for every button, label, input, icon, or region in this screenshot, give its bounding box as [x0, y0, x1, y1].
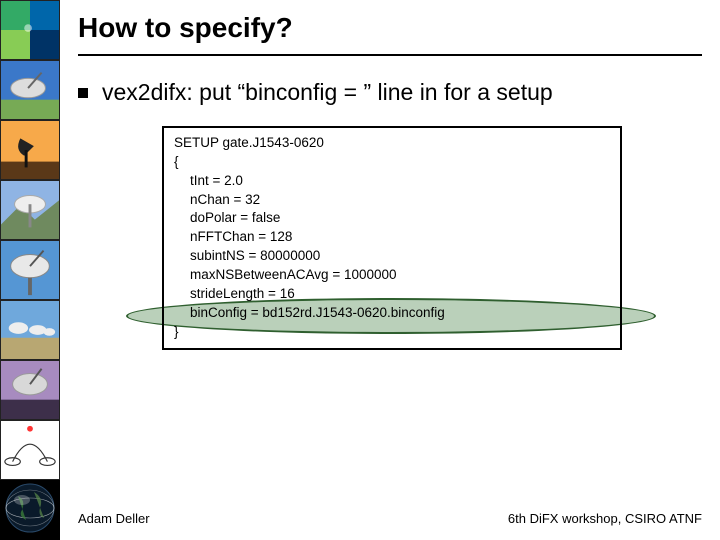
bullet-text: vex2difx: put “binconfig = ” line in for…: [102, 78, 553, 108]
code-line: nFFTChan = 128: [174, 228, 610, 247]
code-line: nChan = 32: [174, 191, 610, 210]
bullet-marker: [78, 88, 88, 98]
thumb-dish-dusk: [0, 360, 60, 420]
thumb-dish-1: [0, 60, 60, 120]
thumb-earth-collage: [0, 0, 60, 60]
code-line: tInt = 2.0: [174, 172, 610, 191]
thumb-dish-sunset: [0, 120, 60, 180]
bullet-item: vex2difx: put “binconfig = ” line in for…: [78, 78, 702, 108]
thumb-dish-mountain: [0, 180, 60, 240]
sidebar-thumbnails: [0, 0, 60, 540]
code-line: maxNSBetweenACAvg = 1000000: [174, 266, 610, 285]
title-underline: [78, 54, 702, 56]
globe-icon: [4, 482, 56, 534]
code-header: SETUP gate.J1543-0620: [174, 134, 610, 153]
thumb-interferometry: [0, 420, 60, 480]
code-line: strideLength = 16: [174, 285, 610, 304]
slide-content: How to specify? vex2difx: put “binconfig…: [78, 12, 702, 522]
footer-event: 6th DiFX workshop, CSIRO ATNF: [508, 511, 702, 526]
code-block: SETUP gate.J1543-0620 { tInt = 2.0 nChan…: [162, 126, 622, 350]
code-brace-close: }: [174, 323, 610, 342]
code-brace-open: {: [174, 153, 610, 172]
code-block-wrap: SETUP gate.J1543-0620 { tInt = 2.0 nChan…: [162, 126, 622, 350]
slide: How to specify? vex2difx: put “binconfig…: [0, 0, 720, 540]
thumb-dish-array: [0, 300, 60, 360]
slide-title: How to specify?: [78, 12, 702, 50]
footer: Adam Deller 6th DiFX workshop, CSIRO ATN…: [78, 511, 702, 526]
footer-author: Adam Deller: [78, 511, 150, 526]
code-line: subintNS = 80000000: [174, 247, 610, 266]
thumb-dish-blue: [0, 240, 60, 300]
code-line: doPolar = false: [174, 209, 610, 228]
code-line-highlighted: binConfig = bd152rd.J1543-0620.binconfig: [174, 304, 610, 323]
